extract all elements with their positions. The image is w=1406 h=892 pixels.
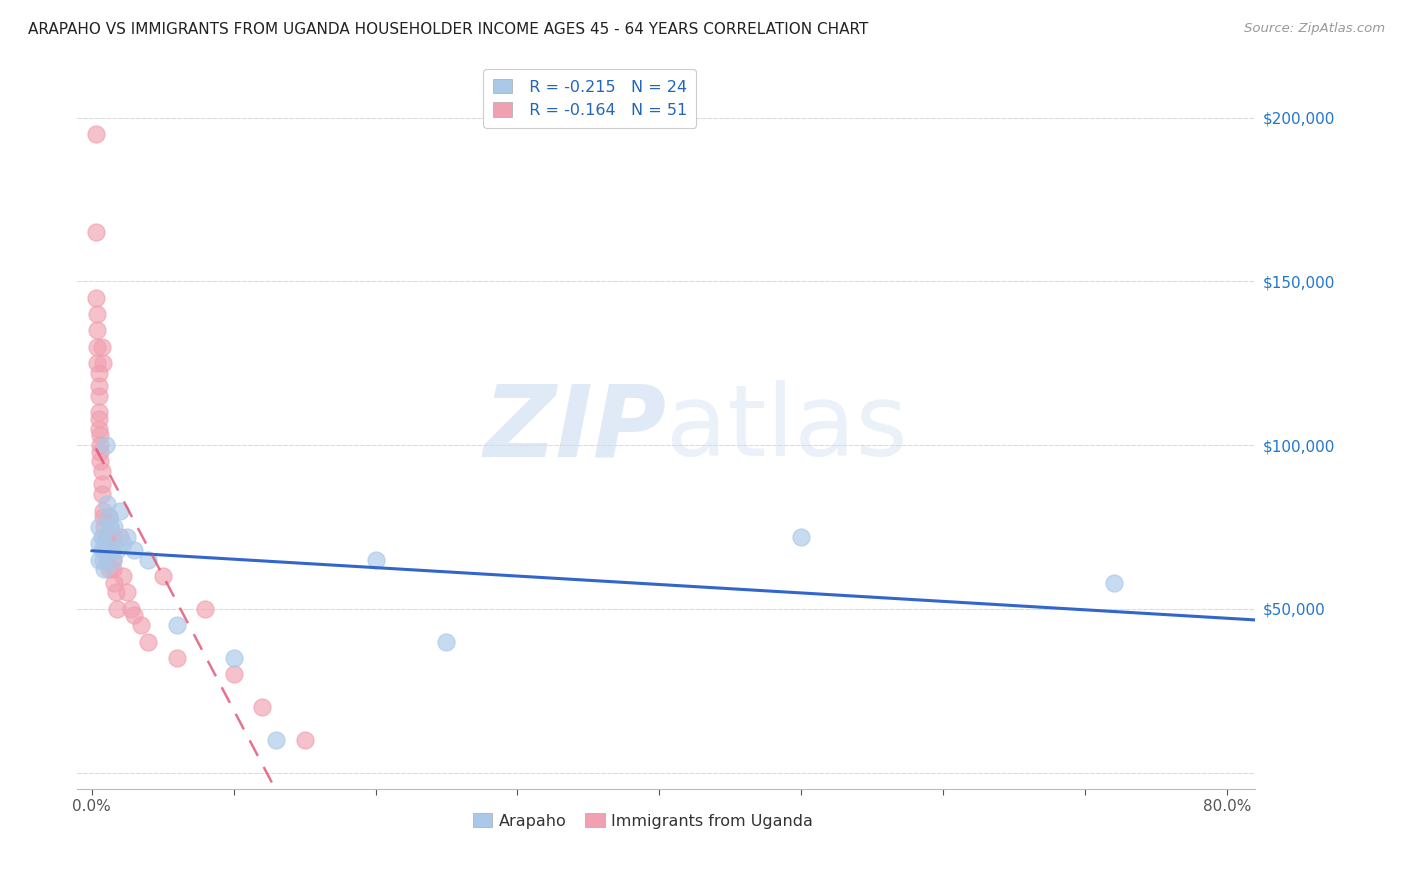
Point: [97, 562, 120, 576]
Point: [93, 562, 115, 576]
Point: [111, 569, 134, 583]
Point: [105, 542, 128, 557]
Point: [1102, 575, 1125, 590]
Point: [89, 454, 111, 468]
Point: [103, 575, 125, 590]
Point: [91, 510, 114, 524]
Point: [87, 405, 110, 419]
Point: [122, 608, 145, 623]
Point: [436, 634, 458, 648]
Point: [115, 585, 138, 599]
Point: [90, 340, 112, 354]
Point: [93, 536, 115, 550]
Legend: Arapaho, Immigrants from Uganda: Arapaho, Immigrants from Uganda: [467, 807, 820, 835]
Point: [100, 542, 122, 557]
Point: [94, 542, 117, 557]
Point: [84, 291, 107, 305]
Point: [222, 651, 245, 665]
Point: [97, 510, 120, 524]
Point: [294, 732, 316, 747]
Point: [104, 585, 127, 599]
Point: [131, 618, 153, 632]
Point: [87, 412, 110, 426]
Point: [152, 569, 174, 583]
Point: [98, 520, 121, 534]
Point: [105, 601, 128, 615]
Point: [222, 667, 245, 681]
Point: [87, 366, 110, 380]
Point: [87, 422, 110, 436]
Point: [87, 389, 110, 403]
Point: [86, 323, 108, 337]
Point: [87, 536, 110, 550]
Point: [101, 552, 124, 566]
Point: [111, 536, 134, 550]
Point: [364, 552, 387, 566]
Point: [122, 542, 145, 557]
Point: [89, 428, 111, 442]
Point: [84, 127, 107, 141]
Point: [87, 552, 110, 566]
Point: [90, 464, 112, 478]
Point: [87, 520, 110, 534]
Point: [91, 552, 114, 566]
Point: [250, 700, 273, 714]
Point: [86, 340, 108, 354]
Point: [100, 530, 122, 544]
Point: [98, 520, 121, 534]
Point: [93, 520, 115, 534]
Point: [90, 530, 112, 544]
Point: [120, 601, 142, 615]
Point: [264, 732, 287, 747]
Text: ZIP: ZIP: [484, 380, 666, 477]
Point: [194, 601, 217, 615]
Point: [89, 438, 111, 452]
Point: [101, 562, 124, 576]
Text: atlas: atlas: [666, 380, 908, 477]
Point: [86, 356, 108, 370]
Point: [138, 634, 160, 648]
Point: [86, 307, 108, 321]
Point: [166, 651, 188, 665]
Point: [115, 530, 138, 544]
Point: [84, 225, 107, 239]
Point: [138, 552, 160, 566]
Text: Source: ZipAtlas.com: Source: ZipAtlas.com: [1244, 22, 1385, 36]
Point: [108, 503, 131, 517]
Point: [94, 438, 117, 452]
Point: [94, 530, 117, 544]
Point: [166, 618, 188, 632]
Point: [90, 487, 112, 501]
Point: [90, 542, 112, 557]
Point: [89, 444, 111, 458]
Point: [91, 503, 114, 517]
Point: [101, 552, 124, 566]
Point: [91, 356, 114, 370]
Point: [96, 552, 118, 566]
Text: ARAPAHO VS IMMIGRANTS FROM UGANDA HOUSEHOLDER INCOME AGES 45 - 64 YEARS CORRELAT: ARAPAHO VS IMMIGRANTS FROM UGANDA HOUSEH…: [28, 22, 869, 37]
Point: [90, 477, 112, 491]
Point: [87, 379, 110, 393]
Point: [108, 530, 131, 544]
Point: [97, 510, 120, 524]
Point: [96, 497, 118, 511]
Point: [100, 542, 122, 557]
Point: [103, 520, 125, 534]
Point: [790, 530, 813, 544]
